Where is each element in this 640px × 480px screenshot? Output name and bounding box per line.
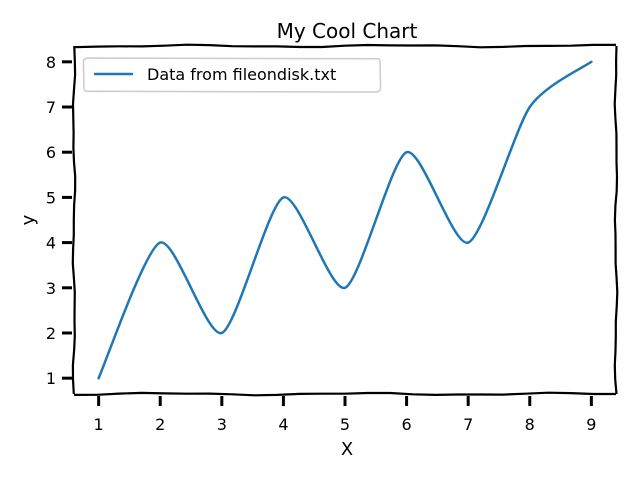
y-tick-label: 6: [46, 143, 56, 162]
x-tick-label: 2: [155, 415, 165, 434]
series-line: [97, 60, 593, 380]
y-tick-label: 3: [46, 279, 56, 298]
y-tick-label: 7: [46, 98, 56, 117]
x-tick-label: 6: [401, 415, 411, 434]
x-tick-label: 8: [525, 415, 535, 434]
x-tick-label: 4: [278, 415, 288, 434]
y-tick-label: 4: [46, 234, 56, 253]
y-tick-label: 8: [46, 53, 56, 72]
y-tick-label: 5: [46, 188, 56, 207]
x-tick-label: 9: [586, 415, 596, 434]
x-tick-label: 5: [340, 415, 350, 434]
y-axis-ticks: 1 2 3 4 5 6 7 8: [46, 53, 72, 388]
plot-frame: [71, 43, 619, 397]
x-axis-label: X: [341, 439, 353, 460]
y-tick-label: 1: [46, 369, 56, 388]
x-tick-label: 3: [217, 415, 227, 434]
y-axis-label: y: [18, 214, 39, 225]
legend: Data from fileondisk.txt: [82, 57, 382, 93]
x-axis-ticks: 1 2 3 4 5 6 7 8 9: [94, 396, 596, 434]
x-tick-label: 1: [94, 415, 104, 434]
series-layer: [97, 60, 593, 380]
chart-title: My Cool Chart: [277, 19, 418, 43]
x-tick-label: 7: [463, 415, 473, 434]
y-tick-label: 2: [46, 324, 56, 343]
legend-box: [82, 57, 382, 93]
legend-label: Data from fileondisk.txt: [147, 65, 336, 84]
